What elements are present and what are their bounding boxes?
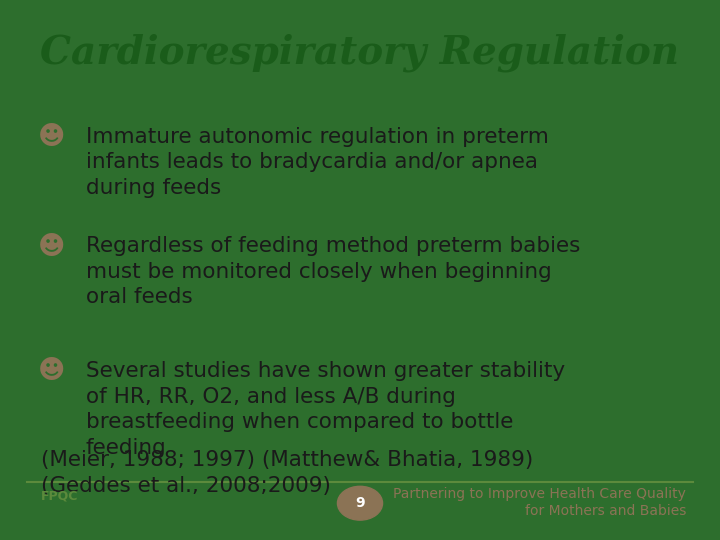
Text: Several studies have shown greater stability
of HR, RR, O2, and less A/B during
: Several studies have shown greater stabi…	[86, 361, 565, 458]
Text: FPQC: FPQC	[41, 490, 78, 503]
Text: Immature autonomic regulation in preterm
infants leads to bradycardia and/or apn: Immature autonomic regulation in preterm…	[86, 127, 549, 198]
Ellipse shape	[338, 487, 382, 520]
Text: (Meier, 1988; 1997) (Matthew& Bhatia, 1989)
(Geddes et al., 2008;2009): (Meier, 1988; 1997) (Matthew& Bhatia, 19…	[41, 450, 533, 496]
Text: Partnering to Improve Health Care Quality
for Mothers and Babies: Partnering to Improve Health Care Qualit…	[393, 487, 686, 518]
Text: 9: 9	[355, 496, 365, 510]
Text: ☻: ☻	[37, 359, 65, 384]
Text: Regardless of feeding method preterm babies
must be monitored closely when begin: Regardless of feeding method preterm bab…	[86, 236, 580, 307]
Text: ☻: ☻	[37, 124, 65, 150]
Text: ☻: ☻	[37, 234, 65, 260]
Text: Cardiorespiratory Regulation: Cardiorespiratory Regulation	[40, 33, 680, 72]
